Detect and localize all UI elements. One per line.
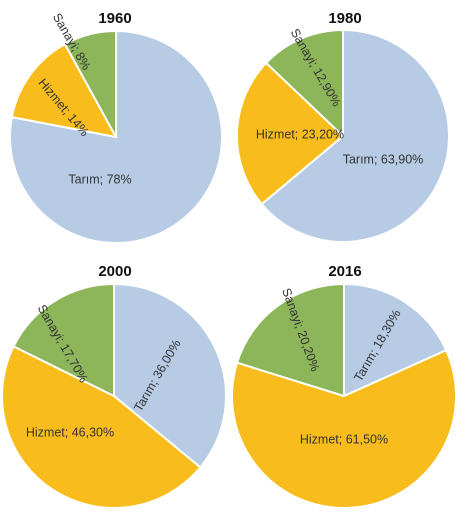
data-label-2016-hizmet: Hizmet; 61,50% <box>300 432 388 446</box>
data-label-1960-tarim: Tarım; 78% <box>68 172 131 186</box>
slice-2000-hizmet <box>1 345 202 509</box>
slice-1980-tarim <box>260 29 450 243</box>
pie-1960: Tarım; 78%Hizmet; 14%Sanayi; 8% <box>9 11 223 244</box>
slice-2016-sanayi <box>236 283 345 397</box>
pie-chart-1980: 1980 Tarım; 63,90% Hizmet; 23,20% Sanayi; … <box>230 0 460 259</box>
slice-2000-sanayi <box>12 283 115 397</box>
pie-1980: Tarım; 63,90%Hizmet; 23,20%Sanayi; 12,90… <box>236 26 450 243</box>
pie-chart-1960: 1960 Tarım; 78% Hizmet; 14% Sanayi; 8% <box>0 0 230 259</box>
data-label-2000-hizmet: Hizmet; 46,30% <box>26 425 114 439</box>
chart-title-2016: 2016 <box>328 263 362 280</box>
slice-1980-hizmet <box>236 61 344 206</box>
chart-title-2000: 2000 <box>98 263 132 280</box>
pie-chart-2016: 2016 Tarım; 18,30% Hizmet; 61,50% Sanayi; … <box>230 259 460 518</box>
chart-title-1960: 1960 <box>98 10 132 27</box>
data-label-1980-tarim: Tarım; 63,90% <box>343 152 424 166</box>
pie-2000: Tarım; 36,00%Hizmet; 46,30%Sanayi; 17,70… <box>1 283 227 509</box>
slice-2016-tarim <box>343 283 448 397</box>
slice-1960-sanayi <box>63 30 117 138</box>
data-label-1980-hizmet: Hizmet; 23,20% <box>256 127 344 141</box>
slice-2000-tarim <box>113 283 227 469</box>
chart-title-1980: 1980 <box>328 10 362 27</box>
slice-1960-hizmet <box>10 43 117 138</box>
pie-2016: Tarım; 18,30%Hizmet; 61,50%Sanayi; 20,20… <box>231 283 457 509</box>
slice-2016-hizmet <box>231 349 457 509</box>
pie-chart-2000: 2000 Tarım; 36,00% Hizmet; 46,30% Sanayi; … <box>0 259 230 518</box>
slice-1980-sanayi <box>265 29 344 137</box>
